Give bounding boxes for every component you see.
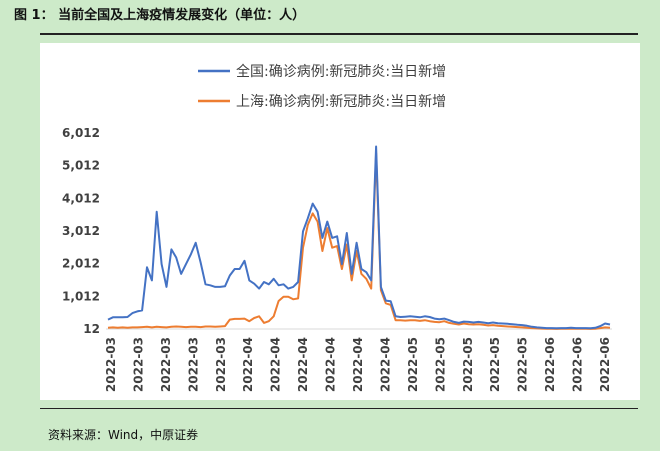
x-tick-label: 2022-03 [131, 337, 145, 392]
x-tick-label: 2022-04 [378, 337, 392, 392]
series-line-2 [107, 152, 611, 330]
x-tick-label: 2022-05 [433, 337, 447, 392]
y-axis-ticks: 6,012 5,012 4,012 3,012 2,012 1,012 12 [62, 126, 100, 336]
y-tick-label: 1,012 [62, 289, 100, 303]
x-tick-label: 2022-04 [269, 337, 283, 392]
source-note: 资料来源：Wind，中原证券 [48, 428, 199, 442]
chart-panel: 全国:确诊病例:新冠肺炎:当日新增 上海:确诊病例:新冠肺炎:当日新增 6,012… [40, 43, 640, 400]
x-tick-label: 2022-03 [214, 337, 228, 392]
x-tick-label: 2022-06 [598, 337, 612, 392]
x-tick-label: 2022-05 [406, 337, 420, 392]
figure-title: 图 1： 当前全国及上海疫情发展变化（单位：人） [14, 8, 306, 23]
y-tick-label: 12 [83, 322, 100, 336]
x-tick-label: 2022-06 [543, 337, 557, 392]
x-tick-label: 2022-05 [488, 337, 502, 392]
x-tick-label: 2022-03 [186, 337, 200, 392]
bottom-rule [40, 408, 638, 409]
top-rule [40, 33, 638, 35]
y-tick-label: 6,012 [62, 126, 100, 140]
y-tick-label: 2,012 [62, 257, 100, 271]
x-tick-label: 2022-04 [296, 337, 310, 392]
x-axis-ticks: 2022-03 2022-03 2022-03 2022-03 2022-03 2022-… [104, 337, 612, 392]
x-tick-label: 2022-04 [324, 337, 338, 392]
x-tick-label: 2022-04 [241, 337, 255, 392]
legend-label-1: 全国:确诊病例:新冠肺炎:当日新增 [236, 63, 446, 80]
y-tick-label: 5,012 [62, 159, 100, 173]
x-tick-label: 2022-05 [516, 337, 530, 392]
y-tick-label: 4,012 [62, 191, 100, 205]
series-line-1 [107, 145, 611, 330]
x-tick-label: 2022-04 [351, 337, 365, 392]
y-tick-label: 3,012 [62, 224, 100, 238]
legend-label-2: 上海:确诊病例:新冠肺炎:当日新增 [236, 94, 446, 110]
x-tick-label: 2022-05 [461, 337, 475, 392]
series-lines [107, 145, 611, 330]
x-tick-label: 2022-06 [571, 337, 585, 392]
x-tick-label: 2022-03 [104, 337, 118, 392]
x-tick-label: 2022-03 [159, 337, 173, 392]
